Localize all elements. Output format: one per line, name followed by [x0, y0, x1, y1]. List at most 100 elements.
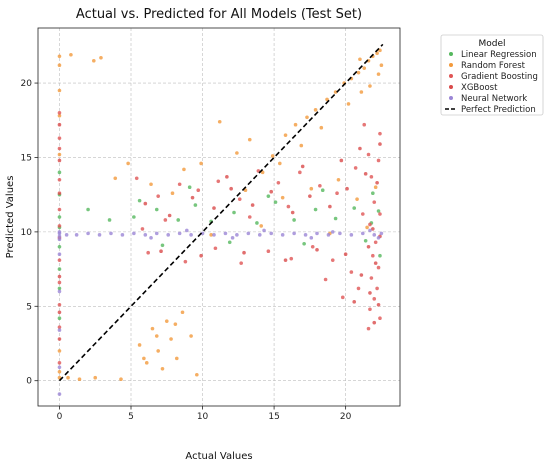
- xgboost-point: [199, 253, 203, 258]
- random-forest-point: [209, 233, 213, 237]
- linear-regression-point: [333, 216, 338, 221]
- gradient-boosting-point: [368, 307, 372, 312]
- random-forest-point: [199, 161, 203, 166]
- neural-network-point: [189, 233, 193, 237]
- gradient-boosting-point: [57, 136, 62, 140]
- y-tick-label: 15: [21, 153, 32, 163]
- gradient-boosting-point: [323, 277, 328, 282]
- neural-network-point: [269, 231, 274, 236]
- xgboost-point: [308, 194, 312, 198]
- gradient-boosting-point: [378, 212, 382, 216]
- legend-entry-label: Random Forest: [461, 61, 526, 71]
- xgboost-point: [57, 158, 62, 163]
- gradient-boosting-point: [330, 258, 335, 262]
- neural-network-point: [376, 236, 381, 240]
- xgboost-point: [143, 201, 148, 206]
- gradient-boosting-point: [356, 286, 361, 291]
- linear-regression-point: [302, 241, 306, 246]
- gradient-boosting-point: [366, 326, 371, 331]
- neural-network-point: [166, 233, 171, 237]
- linear-regression-point: [227, 240, 232, 245]
- linear-regression-point: [86, 207, 90, 212]
- random-forest-point: [309, 186, 314, 191]
- x-axis-label: Actual Values: [185, 451, 252, 462]
- random-forest-point: [149, 182, 153, 187]
- random-forest-point: [359, 90, 364, 94]
- gradient-boosting-point: [140, 227, 145, 231]
- neural-network-point: [200, 231, 205, 236]
- random-forest-point: [57, 114, 62, 118]
- random-forest-point: [365, 225, 369, 230]
- xgboost-point: [250, 203, 255, 207]
- xgboost-point: [57, 310, 62, 315]
- xgboost-point: [212, 206, 216, 210]
- gradient-boosting-point: [57, 177, 62, 182]
- xgboost-point: [242, 250, 246, 255]
- random-forest-point: [195, 372, 199, 377]
- random-forest-point: [154, 334, 159, 338]
- random-forest-point: [57, 152, 62, 157]
- x-tick-label: 5: [128, 412, 134, 422]
- neural-network-point: [379, 231, 384, 236]
- neural-network-point: [372, 233, 377, 237]
- neural-network-point: [57, 237, 62, 242]
- xgboost-point: [339, 158, 344, 163]
- gradient-boosting-point: [57, 258, 62, 262]
- xgboost-point: [167, 213, 172, 218]
- linear-regression-point: [371, 191, 375, 195]
- gradient-boosting-point: [360, 212, 365, 216]
- gradient-boosting-point: [57, 224, 62, 228]
- random-forest-point: [247, 137, 252, 142]
- neural-network-point: [120, 233, 125, 237]
- random-forest-point: [57, 54, 62, 59]
- gradient-boosting-point: [298, 170, 302, 175]
- gradient-boosting-point: [276, 180, 281, 185]
- random-forest-point: [368, 84, 372, 88]
- legend-entry-label: XGBoost: [461, 83, 498, 93]
- random-forest-point: [270, 154, 275, 158]
- legend-swatch-marker: [449, 52, 453, 56]
- xgboost-point: [343, 252, 348, 257]
- random-forest-point: [92, 58, 96, 63]
- gradient-boosting-point: [239, 261, 243, 265]
- random-forest-point: [376, 72, 381, 76]
- random-forest-point: [126, 161, 130, 166]
- neural-network-point: [177, 231, 182, 236]
- xgboost-point: [375, 180, 379, 185]
- y-tick-label: 10: [21, 228, 33, 238]
- gradient-boosting-point: [362, 122, 367, 127]
- random-forest-point: [299, 143, 304, 148]
- legend-title: Model: [478, 39, 505, 49]
- random-forest-point: [356, 70, 361, 75]
- xgboost-point: [190, 195, 195, 200]
- gradient-boosting-point: [213, 246, 218, 251]
- linear-regression-point: [378, 253, 382, 258]
- gradient-boosting-point: [57, 280, 62, 285]
- legend-entry-label: Linear Regression: [461, 50, 537, 60]
- gradient-boosting-point: [376, 265, 381, 270]
- xgboost-point: [358, 146, 362, 151]
- linear-regression-point: [154, 207, 159, 212]
- xgboost-point: [359, 273, 364, 277]
- random-forest-point: [362, 66, 367, 70]
- legend-box: [440, 34, 544, 116]
- linear-regression-point: [107, 218, 112, 222]
- xgboost-point: [372, 320, 377, 325]
- neural-network-point: [246, 231, 251, 236]
- linear-regression-point: [376, 209, 381, 213]
- gradient-boosting-point: [349, 270, 354, 274]
- xgboost-point: [159, 249, 163, 254]
- gradient-boosting-point: [371, 253, 375, 258]
- legend-entry-label: Perfect Prediction: [461, 105, 536, 115]
- y-axis-label: Predicted Values: [5, 176, 16, 259]
- random-forest-point: [355, 197, 359, 201]
- random-forest-point: [336, 177, 341, 182]
- neural-network-point: [132, 231, 136, 236]
- xgboost-point: [363, 172, 368, 176]
- legend-swatch-marker: [449, 85, 453, 89]
- neural-network-point: [57, 289, 62, 294]
- neural-network-point: [338, 231, 342, 236]
- gradient-boosting-point: [366, 152, 371, 157]
- random-forest-point: [57, 369, 62, 374]
